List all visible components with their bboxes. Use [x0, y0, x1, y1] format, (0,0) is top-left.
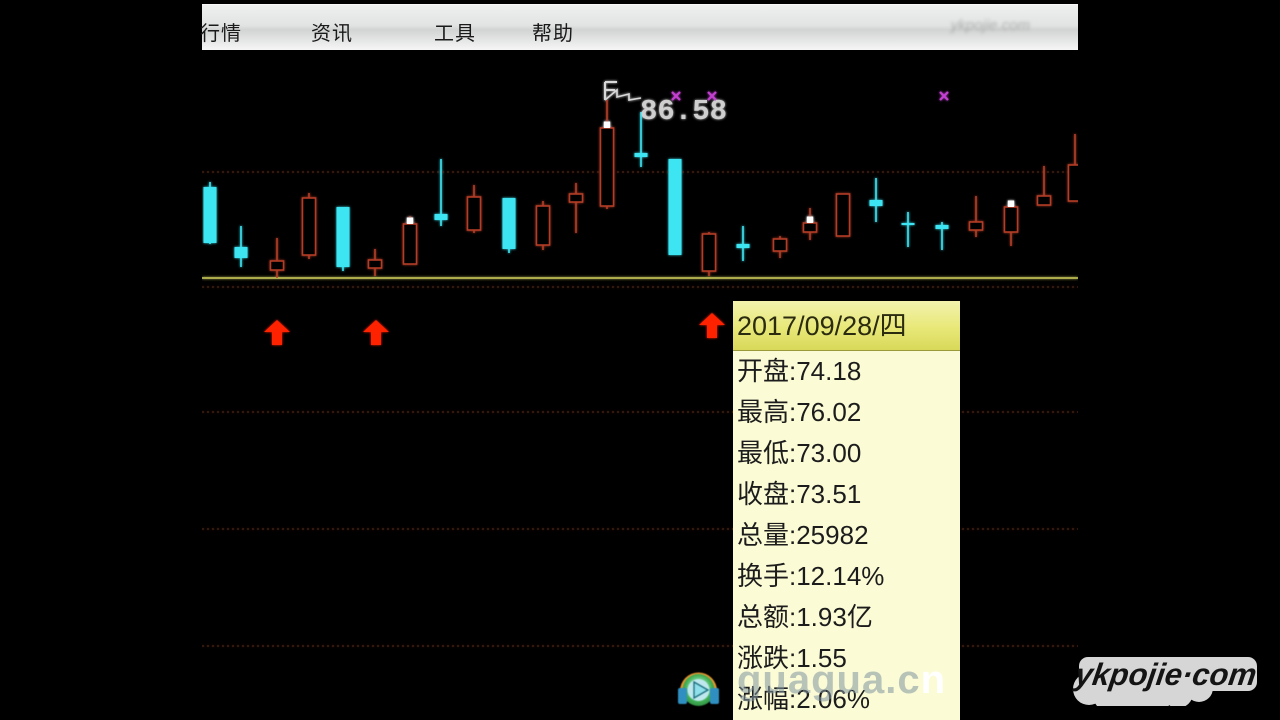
- svg-text:86.58: 86.58: [640, 95, 727, 128]
- svg-text:ykpojie·com: ykpojie·com: [1071, 657, 1259, 692]
